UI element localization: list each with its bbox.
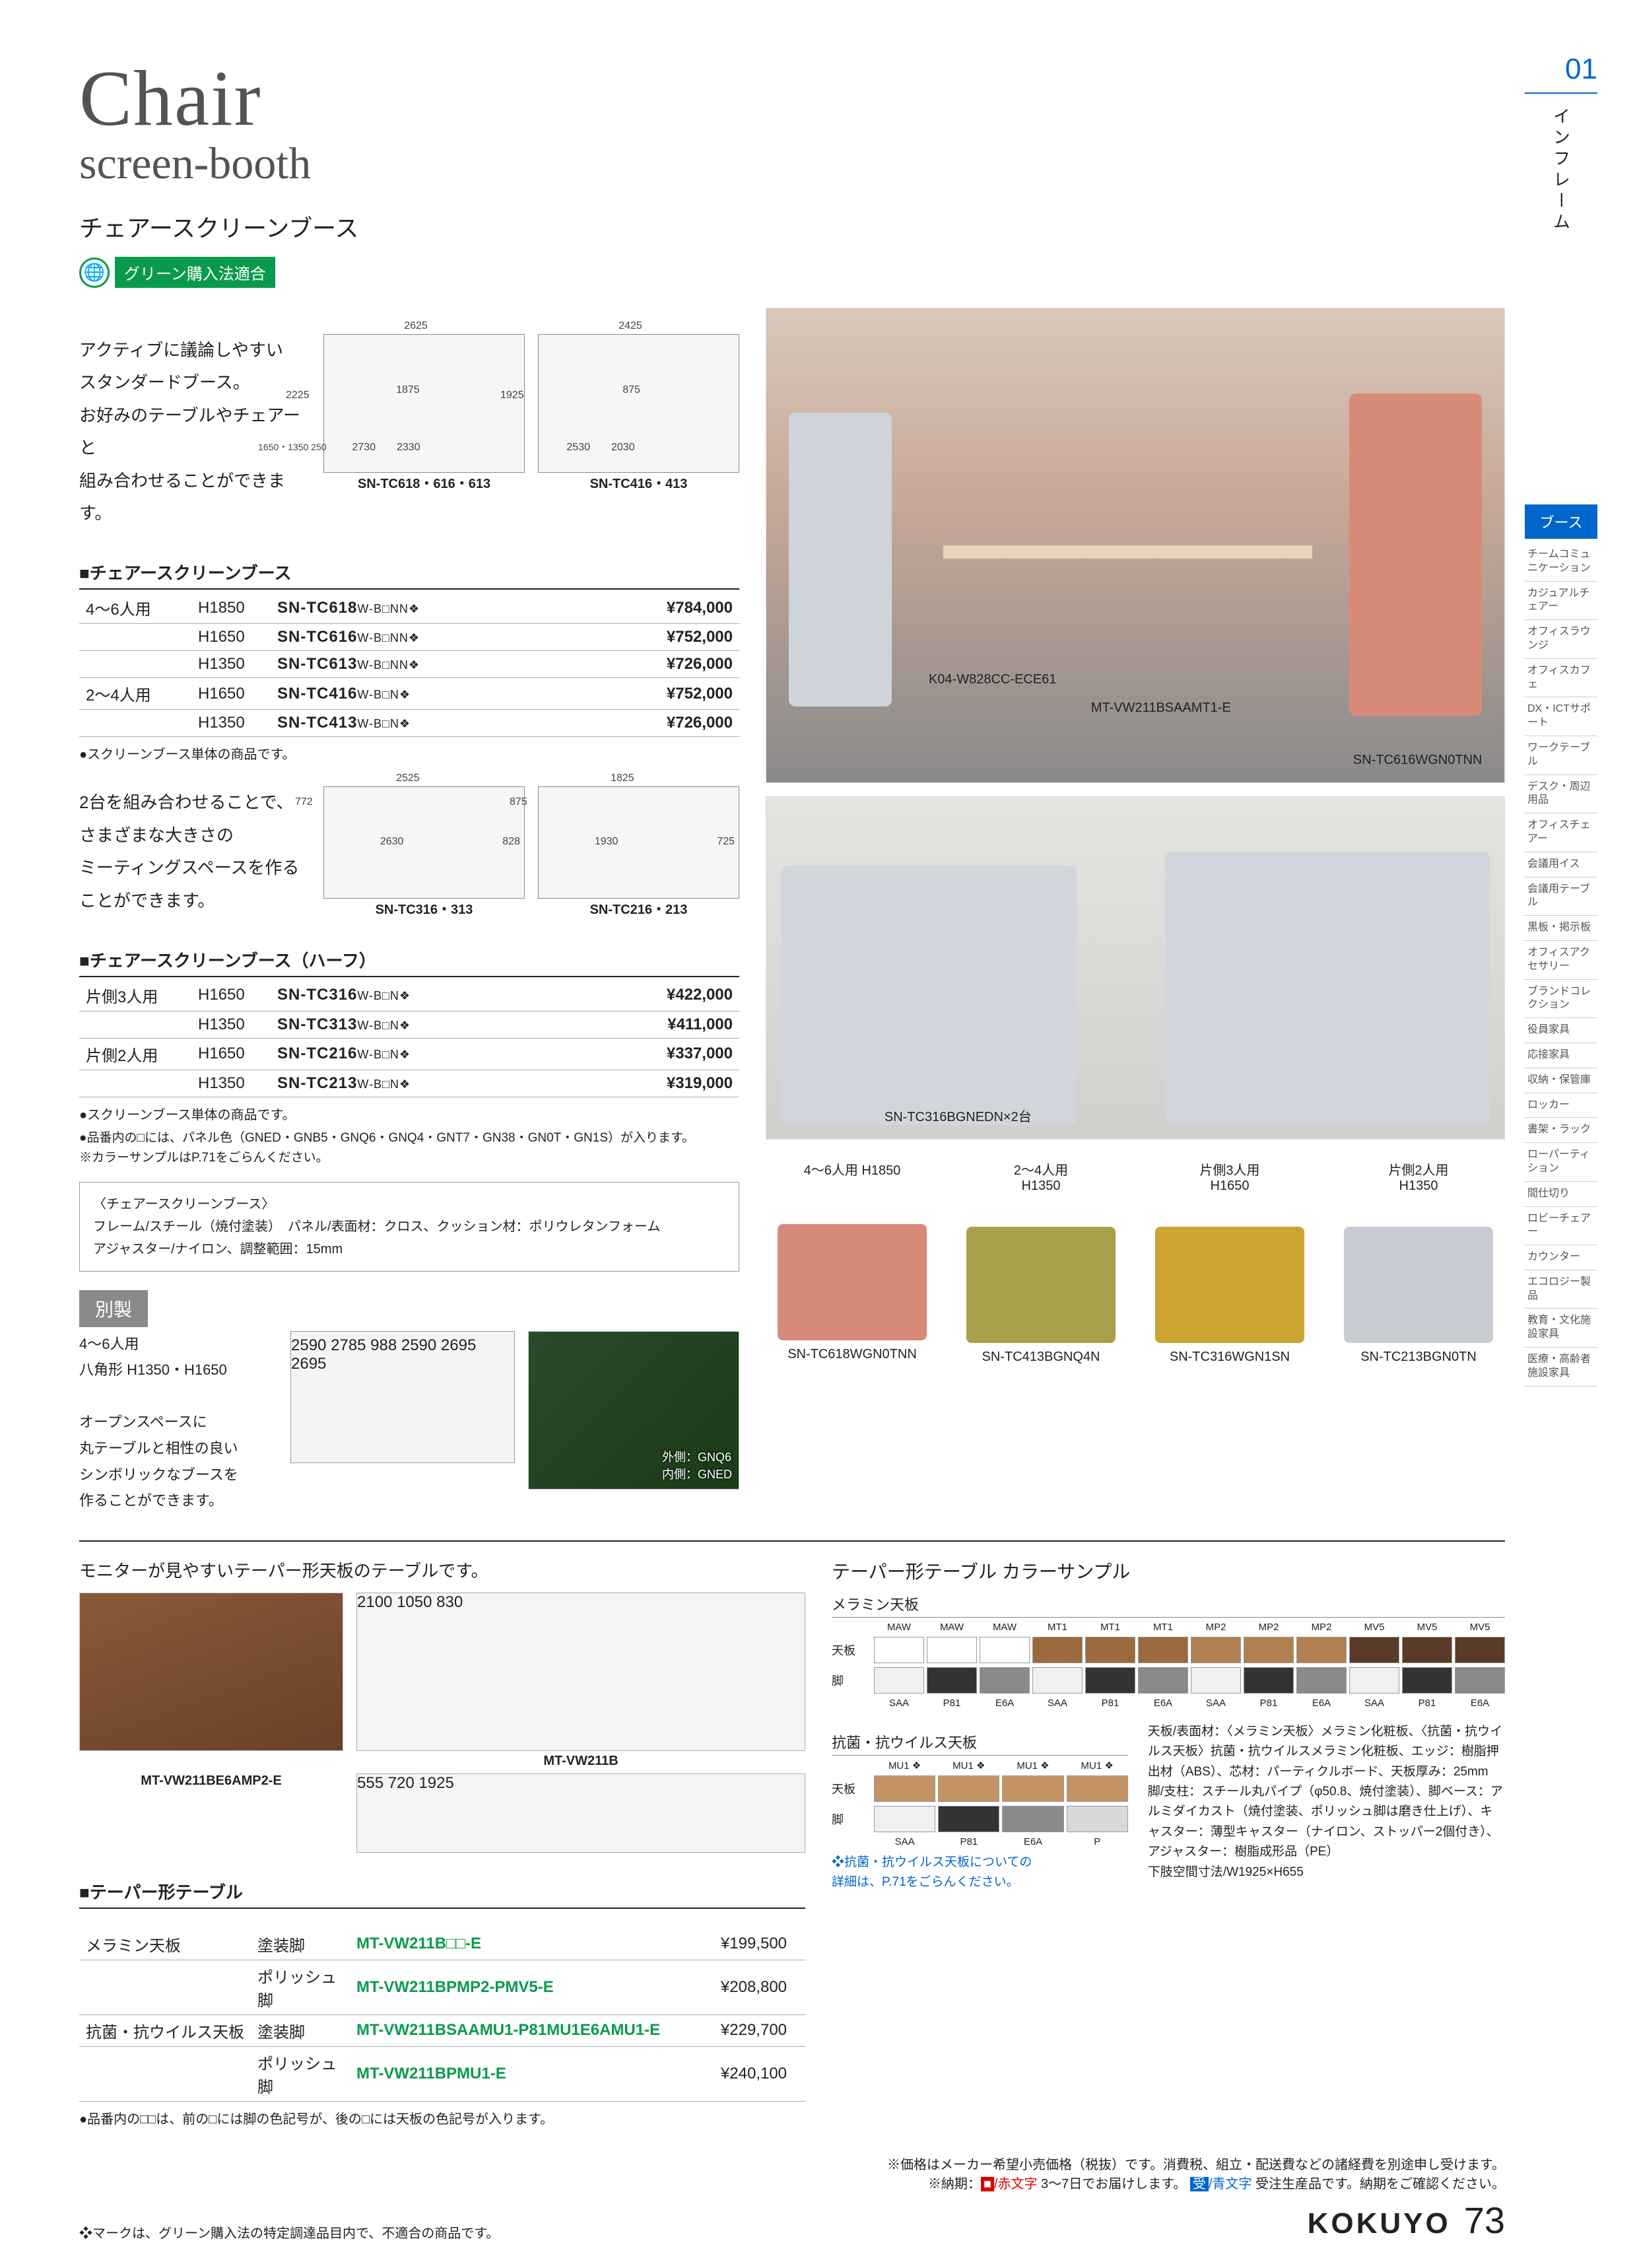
nav-item[interactable]: ロビーチェアー	[1525, 1207, 1597, 1246]
nav-item[interactable]: オフィスアクセサリー	[1525, 941, 1597, 980]
taper-photo	[79, 1593, 343, 1751]
nav-item[interactable]: オフィスカフェ	[1525, 659, 1597, 698]
bessei-photo: 外側：GNQ6内側：GNED	[528, 1331, 739, 1490]
hero-photo-1: K04-W828CC-ECE61 MT-VW211BSAAMT1-E SN-TC…	[766, 308, 1505, 783]
booth-thumbnail: 2〜4人用H1350SN-TC413BGNQ4N	[954, 1159, 1127, 1365]
table-row: 片側3人用H1650SN-TC316W-B□N❖¥422,000	[79, 980, 739, 1012]
taper-diagram-top: 2100 1050 830 MT-VW211B	[356, 1593, 805, 1751]
page-title-jp: チェアースクリーンブース	[79, 209, 1505, 244]
half-note: ●スクリーンブース単体の商品です。	[79, 1104, 739, 1123]
taper-diagram-side: 555 720 1925	[356, 1773, 805, 1853]
table-row: ポリッシュ脚MT-VW211BPMU1-E¥240,100	[79, 2046, 805, 2101]
half-intro-text: 2台を組み合わせることで、 さまざまな大きさの ミーティングスペースを作ることが…	[79, 786, 304, 917]
nav-item[interactable]: DX・ICTサポート	[1525, 697, 1597, 736]
nav-item[interactable]: デスク・周辺用品	[1525, 775, 1597, 814]
nav-item[interactable]: オフィスチェアー	[1525, 813, 1597, 852]
nav-item[interactable]: ロッカー	[1525, 1093, 1597, 1118]
table-row: ポリッシュ脚MT-VW211BPMP2-PMV5-E¥208,800	[79, 1960, 805, 2014]
nav-item[interactable]: 黒板・掲示板	[1525, 916, 1597, 941]
nav-item[interactable]: ローパーティション	[1525, 1143, 1597, 1182]
booth-table-head: ■チェアースクリーンブース	[79, 560, 739, 590]
half-spec-table: 片側3人用H1650SN-TC316W-B□N❖¥422,000H1350SN-…	[79, 980, 739, 1097]
half-table-head: ■チェアースクリーンブース（ハーフ）	[79, 947, 739, 977]
taper-note: ●品番内の□□は、前の□には脚の色記号が、後の□には天板の色記号が入ります。	[79, 2108, 805, 2127]
taper-material-spec: 天板/表面材：〈メラミン天板〉メラミン化粧板、〈抗菌・抗ウイルス天板〉抗菌・抗ウ…	[1148, 1722, 1505, 1893]
globe-icon: 🌐	[79, 258, 110, 288]
taper-table-head: ■テーパー形テーブル	[79, 1879, 805, 1909]
nav-item[interactable]: ブランドコレクション	[1525, 980, 1597, 1019]
color-code-note: ●品番内の□には、パネル色（GNED・GNB5・GNQ6・GNQ4・GNT7・G…	[79, 1128, 739, 1169]
green-mark-note: ❖マークは、グリーン購入法の特定調達品目内で、不適合の商品です。	[79, 2222, 499, 2242]
table-row: H1350SN-TC413W-B□N❖¥726,000	[79, 710, 739, 737]
taper-photo-caption: MT-VW211BE6AMP2-E	[79, 1773, 343, 1789]
diagram-316: 2525 2630 828 772 SN-TC316・313	[323, 786, 525, 899]
green-purchase-badge: 🌐 グリーン購入法適合	[79, 257, 275, 288]
brand-logo: KOKUYO	[1308, 2207, 1451, 2240]
nav-item[interactable]: カウンター	[1525, 1245, 1597, 1270]
taper-intro: モニターが見やすいテーパー形天板のテーブルです。	[79, 1558, 805, 1582]
nav-item[interactable]: オフィスラウンジ	[1525, 620, 1597, 659]
table-row: 2〜4人用H1650SN-TC416W-B□N❖¥752,000	[79, 678, 739, 710]
nav-item[interactable]: ワークテーブル	[1525, 736, 1597, 775]
nav-item[interactable]: 書架・ラック	[1525, 1118, 1597, 1143]
booth-thumbnail: 4〜6人用 H1850SN-TC618WGN0TNN	[766, 1159, 939, 1365]
page-number: 73	[1464, 2199, 1505, 2242]
nav-item[interactable]: 役員家具	[1525, 1018, 1597, 1043]
booth-thumbnail: 片側3人用H1650SN-TC316WGN1SN	[1143, 1159, 1316, 1365]
diagram-416: 2425 875 1925 2530 2030 SN-TC416・413	[538, 334, 739, 473]
nav-item[interactable]: 教育・文化施設家具	[1525, 1309, 1597, 1348]
nav-item[interactable]: カジュアルチェアー	[1525, 582, 1597, 621]
page-title-sub: screen-booth	[79, 137, 1505, 189]
taper-spec-table: メラミン天板塗装脚MT-VW211B□□-E¥199,500ポリッシュ脚MT-V…	[79, 1929, 805, 2102]
table-row: 4〜6人用H1850SN-TC618W-B□NN❖¥784,000	[79, 592, 739, 624]
nav-item[interactable]: チームコミュニケーション	[1525, 543, 1597, 582]
nav-item[interactable]: エコロジー製品	[1525, 1270, 1597, 1309]
diagram-216: 1825 1930 725 875 SN-TC216・213	[538, 786, 739, 899]
price-note: ※価格はメーカー希望小売価格（税抜）です。消費税、組立・配送費などの諸経費を別途…	[887, 2154, 1505, 2173]
table-row: H1350SN-TC313W-B□N❖¥411,000	[79, 1011, 739, 1038]
section-vertical-label: インフレーム	[1549, 107, 1574, 234]
booth-thumbnails: 4〜6人用 H1850SN-TC618WGN0TNN2〜4人用H1350SN-T…	[766, 1159, 1505, 1365]
section-number: 01	[1525, 53, 1597, 94]
nav-item[interactable]: 収納・保管庫	[1525, 1068, 1597, 1093]
diagram-618: 2625 1875 2225 2730 2330 1650・1350 250 S…	[323, 334, 525, 473]
melamine-label: メラミン天板	[832, 1593, 1505, 1618]
booth-note: ●スクリーンブース単体の商品です。	[79, 743, 739, 763]
nav-item[interactable]: 応接家具	[1525, 1043, 1597, 1068]
bessei-diagram: 2590 2785 988 2590 2695 2695	[290, 1331, 515, 1463]
nav-item[interactable]: 医療・高齢者施設家具	[1525, 1348, 1597, 1387]
antiviral-note: ❖抗菌・抗ウイルス天板についての詳細は、P.71をごらんください。	[832, 1853, 1128, 1893]
table-row: H1350SN-TC213W-B□N❖¥319,000	[79, 1070, 739, 1097]
antiviral-label: 抗菌・抗ウイルス天板	[832, 1731, 1128, 1756]
table-row: H1350SN-TC613W-B□NN❖¥726,000	[79, 651, 739, 678]
bessei-label: 別製	[79, 1290, 148, 1327]
table-row: 片側2人用H1650SN-TC216W-B□N❖¥337,000	[79, 1038, 739, 1070]
nav-active-booth[interactable]: ブース	[1525, 504, 1597, 539]
booth-spec-table: 4〜6人用H1850SN-TC618W-B□NN❖¥784,000H1650SN…	[79, 592, 739, 737]
material-spec: 〈チェアースクリーンブース〉 フレーム/スチール（焼付塗装） パネル/表面材：ク…	[79, 1182, 739, 1272]
table-row: H1650SN-TC616W-B□NN❖¥752,000	[79, 624, 739, 651]
nav-item[interactable]: 会議用イス	[1525, 852, 1597, 877]
table-row: メラミン天板塗装脚MT-VW211B□□-E¥199,500	[79, 1929, 805, 1960]
side-navigation: 01 インフレーム ブース チームコミュニケーションカジュアルチェアーオフィスラ…	[1525, 53, 1597, 2242]
nav-item[interactable]: 間仕切り	[1525, 1182, 1597, 1207]
hero-photo-2: SN-TC316BGNEDN×2台	[766, 796, 1505, 1140]
bessei-text: 4〜6人用 八角形 H1350・H1650 オープンスペースに 丸テーブルと相性…	[79, 1331, 277, 1514]
booth-thumbnail: 片側2人用H1350SN-TC213BGN0TN	[1332, 1159, 1505, 1365]
colorsample-title: テーパー形テーブル カラーサンプル	[832, 1558, 1505, 1584]
delivery-note: ※納期：■/赤文字 3〜7日でお届けします。 受/青文字 受注生産品です。納期を…	[887, 2173, 1505, 2192]
nav-item[interactable]: 会議用テーブル	[1525, 877, 1597, 916]
intro-text: アクティブに議論しやすい スタンダードブース。 お好みのテーブルやチェアーと 組…	[79, 334, 304, 530]
page-title-en: Chair	[79, 53, 1505, 144]
